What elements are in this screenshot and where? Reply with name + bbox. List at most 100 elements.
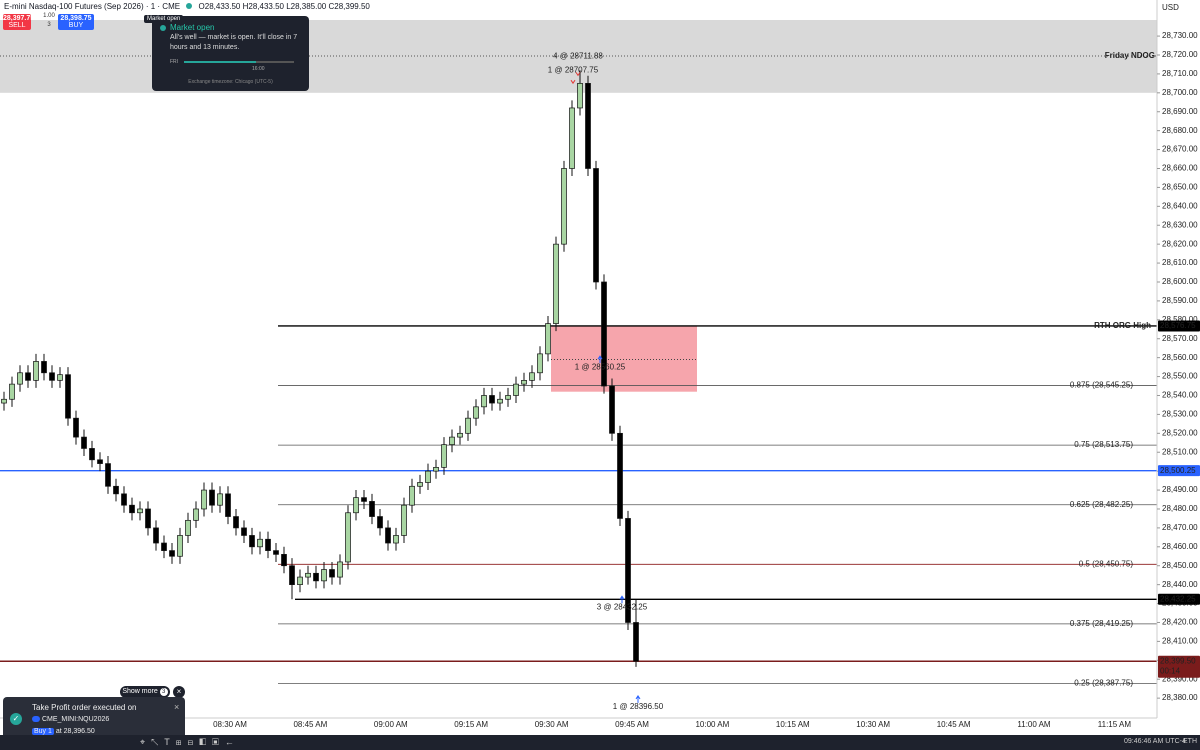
candle-body (281, 554, 287, 567)
candle-body (249, 535, 255, 548)
notification-count: 3 (159, 688, 168, 696)
candle-body (433, 467, 439, 472)
candle-body (609, 385, 615, 434)
sell-price: 28,397.75 (3, 15, 35, 22)
execution-label: 1 @ 28707.75 (548, 65, 599, 74)
x-tick-label: 09:45 AM (615, 720, 649, 729)
candle-body (585, 83, 591, 169)
clock: 09:46:46 AM UTC-4 (1124, 738, 1186, 745)
candle-body (297, 576, 303, 585)
price-badge (1158, 320, 1200, 332)
show-more-button[interactable]: Show more 3 (120, 686, 170, 698)
buy-label: BUY (68, 22, 84, 29)
y-tick-label: 28,600.00 (1162, 277, 1198, 286)
candle-body (233, 516, 239, 529)
fib-label: 0.5 (28,450.75) (1079, 559, 1134, 568)
candle-body (313, 572, 319, 582)
header: E-mini Nasdaq-100 Futures (Sep 2026) · 1… (4, 2, 370, 11)
y-tick-label: 28,450.00 (1162, 561, 1198, 570)
success-icon: ✓ (10, 713, 22, 725)
market-popup: Market open All's well — market is open.… (152, 16, 309, 91)
price-badge-label: 28,500.25 (1160, 466, 1196, 475)
y-tick-label: 28,510.00 (1162, 447, 1198, 456)
toast-title: Take Profit order executed on (32, 703, 137, 712)
candle-body (89, 448, 95, 461)
candle-body (337, 561, 343, 578)
candle-body (561, 168, 567, 245)
y-tick-label: 28,650.00 (1162, 183, 1198, 192)
toast-close[interactable]: × (174, 702, 180, 712)
candle-body (345, 512, 351, 563)
candle-body (577, 83, 583, 109)
status-dot (160, 25, 166, 31)
countdown: 00:14 (1160, 666, 1181, 675)
y-tick-label: 28,410.00 (1162, 636, 1198, 645)
candle-body (145, 508, 151, 529)
candle-body (481, 395, 487, 408)
x-tick-label: 09:00 AM (374, 720, 408, 729)
candle-body (201, 489, 207, 510)
candle-body (129, 504, 135, 514)
candle-body (305, 572, 311, 578)
candle-body (401, 504, 407, 536)
candle-body (441, 444, 447, 468)
candle-body (113, 485, 119, 495)
drawing-tools[interactable]: ⌖↖T⊞⊟◧▣← (140, 737, 240, 747)
time-axis (0, 718, 1200, 735)
candle-body (241, 527, 247, 536)
ohlc-close: C28,399.50 (328, 2, 370, 11)
toast-price: at 28,396.50 (55, 728, 95, 735)
candle-body (593, 168, 599, 283)
x-tick-label: 10:45 AM (937, 720, 971, 729)
execution-arrow (575, 72, 581, 77)
execution-arrow (597, 355, 603, 364)
price-badge-label: 28,576.75 (1160, 321, 1196, 330)
candle-body (417, 482, 423, 487)
y-tick-label: 28,680.00 (1162, 126, 1198, 135)
x-tick-label: 09:15 AM (454, 720, 488, 729)
price-axis (1157, 0, 1200, 735)
buy-price: 28,398.75 (60, 15, 92, 22)
price-badge (1158, 593, 1200, 605)
candle-body (289, 565, 295, 585)
candle-body (137, 508, 143, 514)
x-tick-label: 08:30 AM (213, 720, 247, 729)
x-tick-label: 10:00 AM (695, 720, 729, 729)
execution-label: 1 @ 28396.50 (613, 702, 664, 711)
market-tooltip: Market open (144, 15, 184, 23)
y-tick-label: 28,440.00 (1162, 580, 1198, 589)
candle-body (361, 497, 367, 502)
show-more-label: Show more (122, 688, 158, 695)
x-tick-label: 10:30 AM (856, 720, 890, 729)
y-tick-label: 28,490.00 (1162, 485, 1198, 494)
order-block (551, 325, 697, 392)
quantity[interactable]: 1.00 3 (40, 13, 58, 28)
dismiss-all-button[interactable]: × (173, 686, 185, 698)
fib-label: 0.75 (28,513.75) (1074, 440, 1133, 449)
candle-body (473, 406, 479, 419)
y-tick-label: 28,560.00 (1162, 353, 1198, 362)
candle-body (65, 374, 71, 419)
fib-label: 0.875 (28,545.25) (1070, 381, 1133, 390)
candle-body (273, 550, 279, 555)
session[interactable]: ETH (1183, 738, 1197, 745)
candle-body (17, 372, 23, 385)
sell-button[interactable]: 28,397.75 SELL (3, 14, 35, 30)
candle-body (529, 372, 535, 381)
ohlc-high: H28,433.50 (242, 2, 284, 11)
y-tick-label: 28,540.00 (1162, 391, 1198, 400)
execution-arrow (635, 695, 641, 703)
candle-body (121, 493, 127, 506)
y-tick-label: 28,580.00 (1162, 315, 1198, 324)
candle-body (1, 398, 7, 404)
x-tick-label: 08:45 AM (293, 720, 327, 729)
candle-body (217, 493, 223, 506)
candle-body (633, 622, 639, 662)
candle-body (257, 538, 263, 548)
candle-body (513, 383, 519, 396)
candle-body (81, 436, 87, 449)
buy-button[interactable]: 28,398.75 BUY (58, 14, 94, 30)
candle-body (521, 379, 527, 385)
y-tick-label: 28,390.00 (1162, 674, 1198, 683)
